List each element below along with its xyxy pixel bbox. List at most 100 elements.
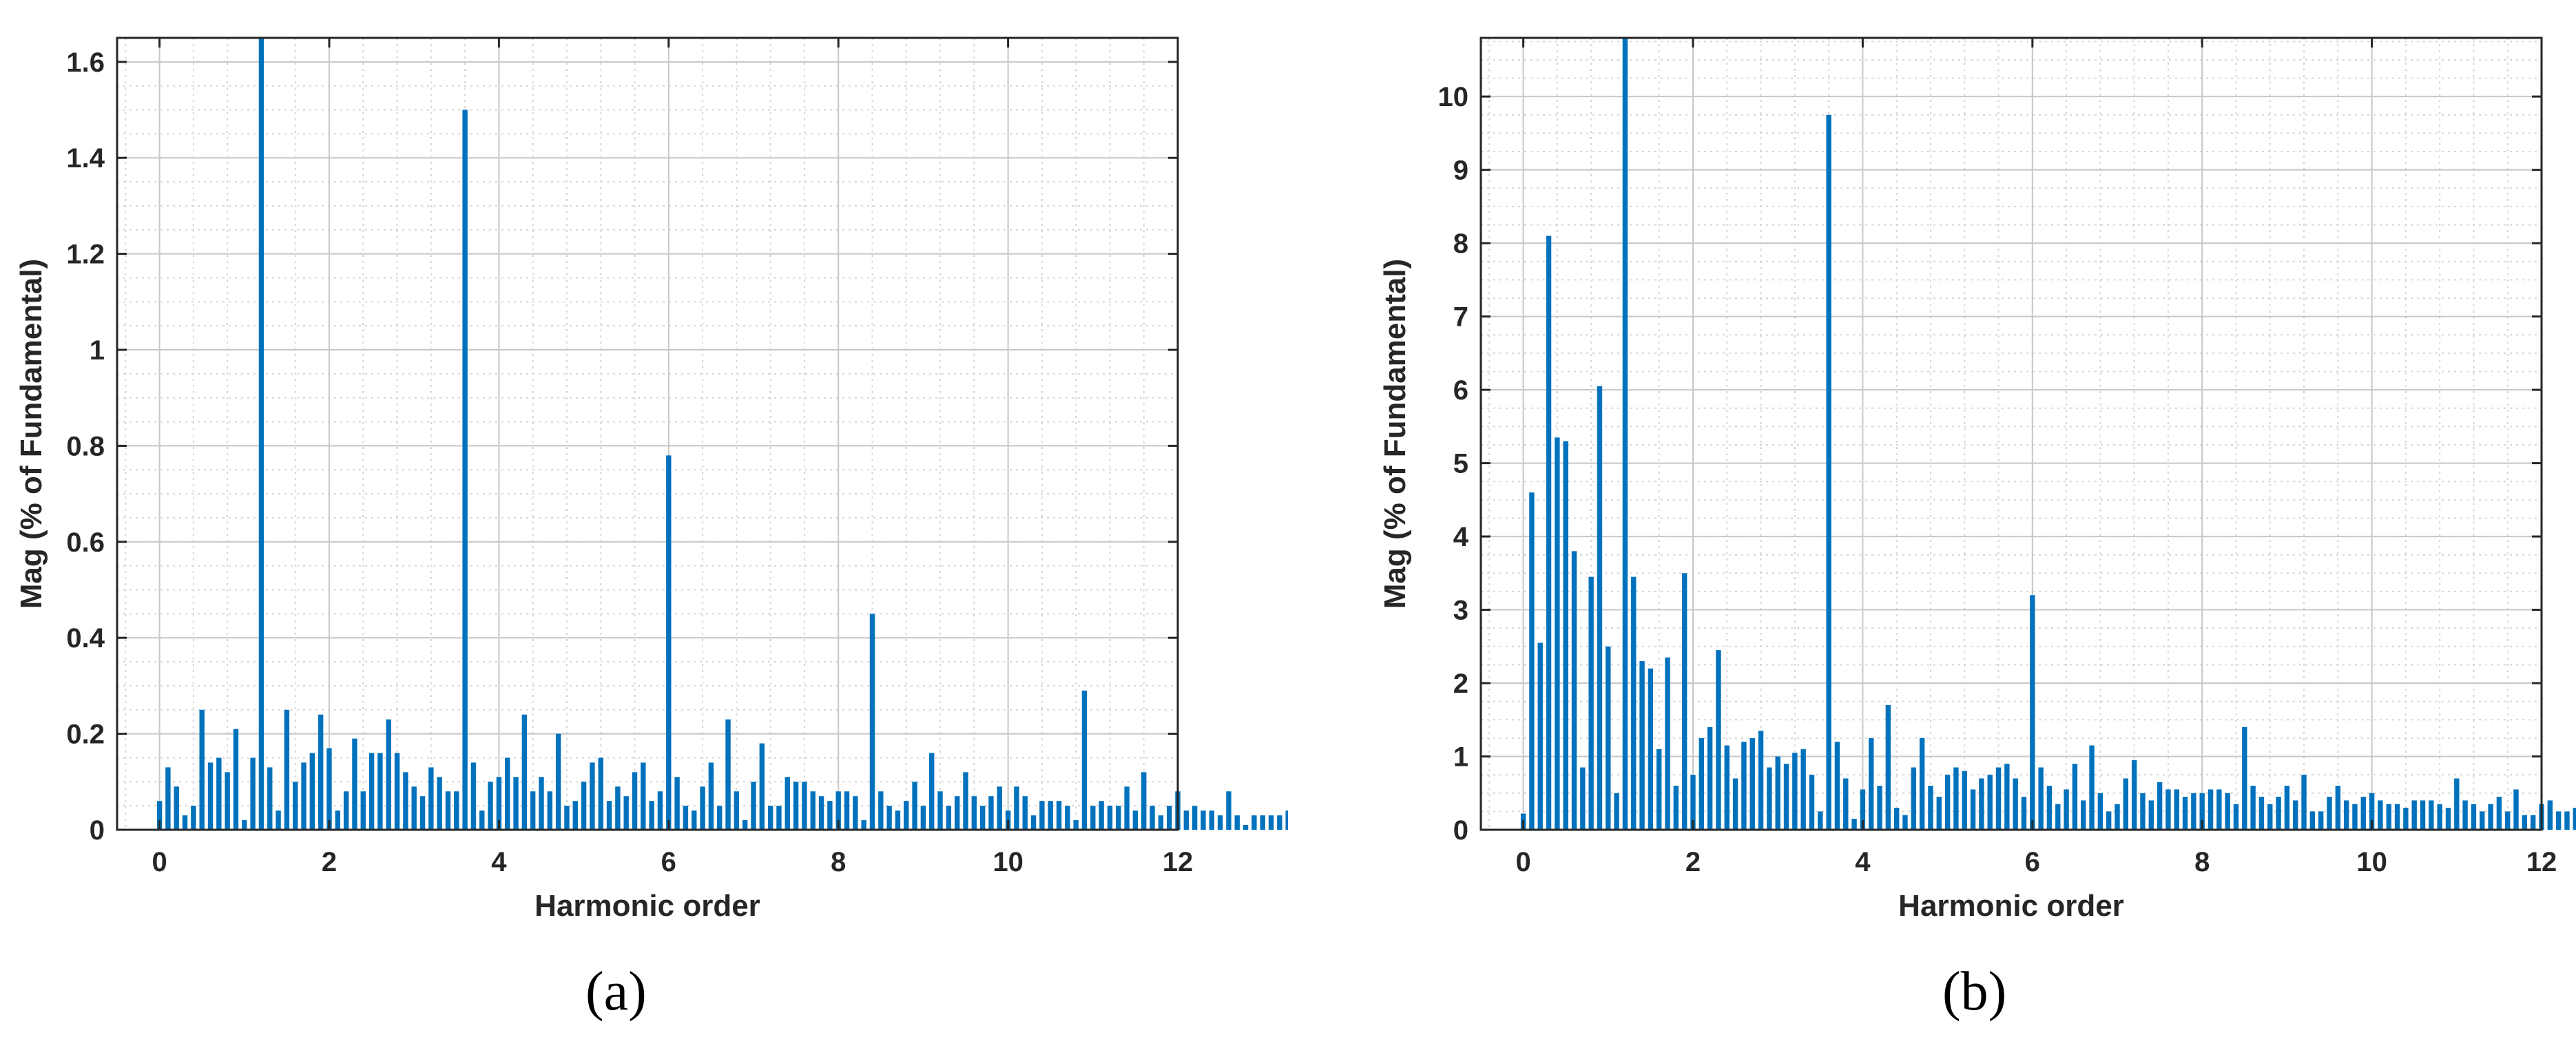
bar <box>2505 811 2511 830</box>
x-tick-label: 2 <box>1685 847 1701 877</box>
bar <box>886 806 892 830</box>
bar <box>233 729 239 830</box>
bar <box>1665 657 1670 830</box>
bar <box>590 762 595 830</box>
bar <box>1826 114 1831 830</box>
bar <box>1014 786 1019 830</box>
bar <box>1243 825 1249 830</box>
bar <box>2030 595 2035 830</box>
bar <box>2496 797 2502 830</box>
bar <box>904 801 909 830</box>
bar <box>759 743 765 830</box>
bar <box>606 801 612 830</box>
chart-panel-b: 0 2 4 6 8 10 12 0 1 2 3 4 5 6 7 8 9 10 Harmonic order Mag (… <box>1288 0 2576 1046</box>
bar <box>258 38 264 830</box>
bar <box>1563 441 1568 830</box>
bar <box>1767 767 1772 830</box>
bar <box>615 786 621 830</box>
y-tick-label: 10 <box>1438 82 1469 112</box>
bar <box>360 791 366 830</box>
bar <box>394 753 400 830</box>
bar <box>793 782 799 830</box>
bar <box>2106 811 2112 830</box>
bar <box>1209 810 1214 830</box>
bar <box>1639 661 1645 830</box>
y-tick-label: 0.8 <box>66 431 105 461</box>
bar <box>2335 786 2341 830</box>
bar <box>2437 804 2442 830</box>
bar <box>1800 749 1806 830</box>
major-grid-b <box>1481 38 2542 830</box>
bar <box>293 782 298 830</box>
y-tick-label: 1 <box>1453 742 1468 773</box>
bar <box>1732 778 1738 830</box>
bar <box>2055 804 2061 830</box>
bar <box>1234 815 1240 830</box>
bar <box>1622 38 1628 830</box>
bar <box>1631 576 1637 830</box>
bar <box>1090 806 1096 830</box>
bar <box>428 767 434 830</box>
x-tick-label: 12 <box>2526 847 2557 877</box>
bar <box>470 762 477 830</box>
bar <box>1911 767 1917 830</box>
bar <box>1995 767 2002 830</box>
x-tick-label: 10 <box>993 847 1024 877</box>
bar <box>1902 815 1908 830</box>
bar <box>2530 815 2536 830</box>
bar <box>2471 804 2477 830</box>
y-tick-label: 1.6 <box>66 48 105 78</box>
x-tick-label: 12 <box>1163 847 1194 877</box>
bar <box>419 796 426 830</box>
y-tick-label: 1.4 <box>66 143 105 174</box>
bar <box>1707 726 1713 830</box>
bar <box>1588 576 1594 830</box>
bar <box>1741 742 1747 830</box>
bar <box>530 791 536 830</box>
bar <box>1099 801 1104 830</box>
y-tick-label: 0 <box>90 815 105 846</box>
bar <box>818 796 824 830</box>
bar <box>2352 804 2358 830</box>
bar <box>225 772 230 830</box>
bar <box>1851 819 1857 830</box>
bar <box>734 791 740 830</box>
chart-a-svg: 0 2 4 6 8 10 12 0 0.2 0.4 0.6 0.8 1 1.2 1.4 1.6 Harmonic… <box>14 36 1288 923</box>
bar <box>666 455 672 830</box>
bar <box>1919 738 1925 830</box>
bar <box>1893 808 1900 830</box>
bar <box>2216 789 2222 830</box>
bar <box>309 753 315 830</box>
bar <box>2480 811 2485 830</box>
bar <box>1656 749 1662 830</box>
bar <box>2013 778 2018 830</box>
bar <box>276 810 281 830</box>
x-tick-label: 0 <box>152 847 167 877</box>
bar <box>1843 778 1849 830</box>
bar <box>572 801 578 830</box>
bar <box>623 796 629 830</box>
bar <box>1030 815 1037 830</box>
bar <box>1936 797 1942 830</box>
bar <box>674 777 680 830</box>
bar <box>767 806 773 830</box>
bar <box>1928 786 1933 830</box>
bar <box>751 782 756 830</box>
bar <box>165 767 171 830</box>
y-tick-label: 5 <box>1453 449 1468 479</box>
bar <box>827 801 833 830</box>
x-tick-label: 10 <box>2356 847 2387 877</box>
bar <box>683 806 689 830</box>
x-tick-label: 0 <box>1515 847 1530 877</box>
bar <box>2309 811 2316 830</box>
bar <box>2513 789 2519 830</box>
bar <box>1183 810 1190 830</box>
bar <box>1065 806 1070 830</box>
bar <box>895 810 901 830</box>
bar <box>2454 778 2460 830</box>
bar <box>207 762 214 830</box>
y-axis-label: Mag (% of Fundamental) <box>14 259 48 609</box>
bar <box>437 777 442 830</box>
bar <box>521 714 528 830</box>
chart-panel-a: 0 2 4 6 8 10 12 0 0.2 0.4 0.6 0.8 1 1.2 1.4 1.6 Harmonic… <box>14 36 1288 1022</box>
